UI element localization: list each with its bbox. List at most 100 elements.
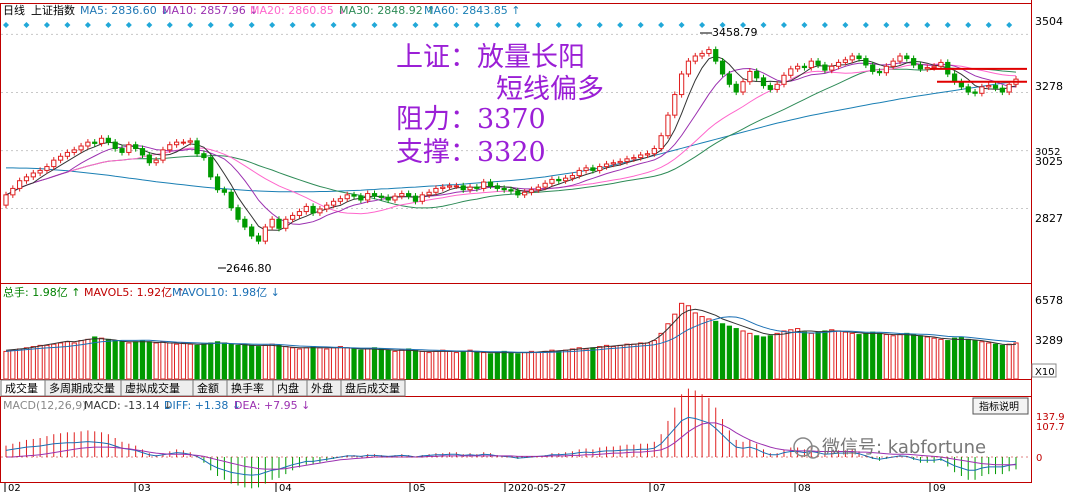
volume-bar <box>440 349 446 380</box>
candle-body <box>269 218 275 228</box>
candle-body <box>515 190 521 196</box>
candle-body <box>426 191 432 196</box>
candle-body <box>283 218 289 229</box>
volume-bar <box>788 329 794 380</box>
volume-bar <box>733 328 739 380</box>
volume-bar <box>494 352 500 380</box>
candle-body <box>249 226 255 237</box>
volume-bar <box>481 352 487 380</box>
candle-body <box>44 166 50 171</box>
candle-body <box>726 73 732 85</box>
tab-6[interactable]: 外盘 <box>306 379 342 397</box>
volume-bar <box>51 343 57 380</box>
tab-0[interactable]: 成交量 <box>0 379 46 397</box>
volume-bar <box>201 343 207 380</box>
volume-bar <box>194 344 200 380</box>
ma5-legend: MA5: 2836.60 ↓ <box>80 4 169 17</box>
candle-body <box>187 140 193 143</box>
candle-body <box>569 175 576 179</box>
volume-bar <box>774 332 780 380</box>
volume-bar <box>876 332 883 380</box>
signal-diamond <box>658 22 665 28</box>
annotation-line3: 阻力：3370 <box>396 104 546 135</box>
candle-body <box>64 151 71 157</box>
candle-body <box>276 218 282 229</box>
volume-bar <box>1013 342 1019 380</box>
candle-body <box>146 154 152 164</box>
candle-body <box>842 59 849 63</box>
volume-unit-box <box>1031 363 1057 378</box>
candle-body <box>330 200 337 206</box>
candle-body <box>392 195 398 201</box>
macd-tick-107: 107.7 <box>1036 422 1065 433</box>
volume-bar <box>713 320 719 380</box>
tab-label: 多周期成交量 <box>49 381 115 395</box>
wechat-watermark: 微信号: kabfortune <box>793 437 986 459</box>
volume-bar <box>992 343 999 380</box>
volume-bar <box>105 338 111 380</box>
volume-bar <box>842 331 849 380</box>
volume-bar <box>719 323 726 380</box>
signal-diamond <box>289 22 296 28</box>
volume-bar <box>562 349 569 380</box>
macd-tick-0: 0 <box>1036 453 1042 464</box>
ma30-path <box>5 67 1017 209</box>
tab-1[interactable]: 多周期成交量 <box>44 379 122 397</box>
volume-bar <box>214 341 221 380</box>
indicator-help-label: 指标说明 <box>979 400 1019 413</box>
candle-body <box>829 65 835 71</box>
signal-diamond <box>801 22 808 28</box>
annotation-line1: 上证：放量长阳 <box>396 42 585 73</box>
signal-diamond <box>1006 22 1013 28</box>
tab-7[interactable]: 盘后成交量 <box>340 379 406 397</box>
candle-body <box>139 148 146 156</box>
volume-bar <box>795 328 801 380</box>
signal-diamond <box>105 22 112 28</box>
volume-bar <box>3 350 9 380</box>
candle-body <box>965 86 971 93</box>
candle-body <box>528 189 535 193</box>
index-name: 上证指数 <box>31 3 75 17</box>
volume-bar <box>85 338 91 380</box>
macd-value-legend: MACD: -13.14 ↓ <box>84 399 172 412</box>
volume-bar <box>71 342 77 380</box>
signal-diamond <box>576 22 583 28</box>
watermark-text: 微信号: kabfortune <box>822 437 986 458</box>
volume-bar <box>931 337 937 380</box>
candle-body <box>774 83 780 90</box>
candle-body <box>358 195 364 201</box>
candle-body <box>467 186 473 191</box>
volume-bar <box>624 343 630 380</box>
candle-body <box>781 74 787 85</box>
candle-body <box>419 194 425 202</box>
volume-bar <box>986 342 992 380</box>
signal-diamond <box>985 22 992 28</box>
wechat-icon <box>793 437 813 457</box>
volume-bar <box>30 346 36 380</box>
tab-5[interactable]: 内盘 <box>272 379 308 397</box>
candle-body <box>324 204 330 210</box>
signal-diamond <box>637 22 644 28</box>
indicator-help-button[interactable]: 指标说明 <box>972 397 1029 415</box>
volume-bar <box>726 325 732 380</box>
tab-3[interactable]: 金额 <box>192 379 228 397</box>
volume-bar <box>849 332 855 380</box>
candle-body <box>235 207 241 220</box>
volume-bar <box>412 349 419 380</box>
tab-2[interactable]: 虚拟成交量 <box>120 379 194 397</box>
signal-diamond <box>310 22 317 28</box>
volume-bar <box>330 347 337 380</box>
tab-4[interactable]: 换手率 <box>226 379 274 397</box>
candle-body <box>214 176 221 191</box>
dea-legend: DEA: +7.95 ↓ <box>234 399 310 412</box>
volume-bar <box>133 341 139 380</box>
volume-bar <box>740 330 746 380</box>
mavol10-legend: MAVOL10: 1.98亿 ↓ <box>172 286 280 299</box>
volume-bar <box>460 350 466 380</box>
candle-body <box>57 155 64 161</box>
signal-diamond <box>699 22 706 28</box>
signal-diamond <box>596 22 603 28</box>
signal-diamond <box>166 22 173 28</box>
volume-bar <box>945 340 951 380</box>
candle-body <box>508 189 514 192</box>
